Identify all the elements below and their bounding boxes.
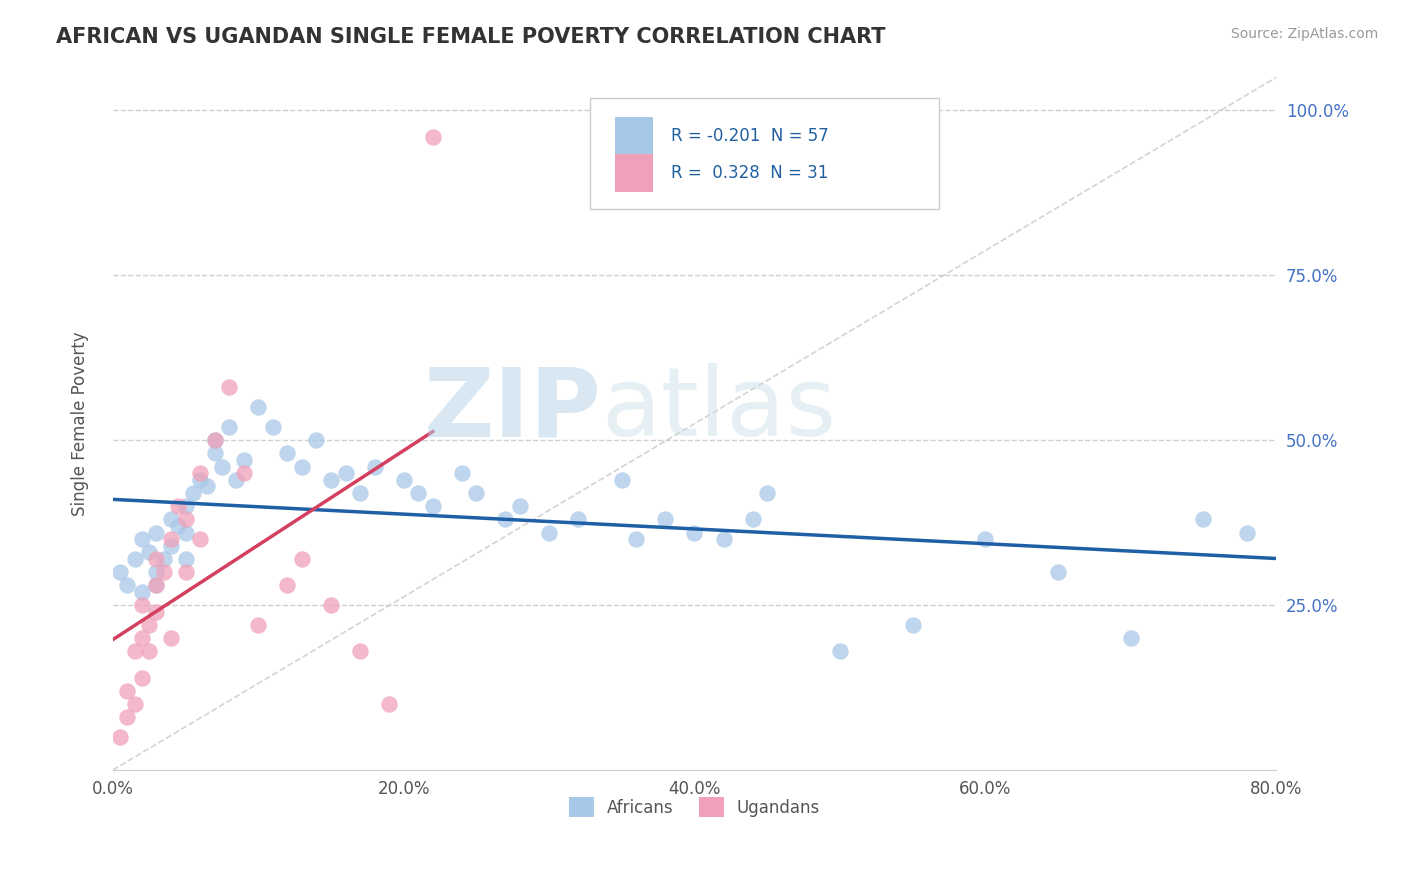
Point [117,578,139,592]
Point [378,697,401,711]
Point [756,486,779,500]
Point [188,532,211,546]
Point [108,730,131,744]
Text: Source: ZipAtlas.com: Source: ZipAtlas.com [1230,27,1378,41]
Point [828,644,851,658]
Point [117,683,139,698]
Point [713,532,735,546]
Point [450,466,472,480]
Point [392,473,415,487]
Point [138,618,160,632]
Point [152,552,174,566]
Point [138,545,160,559]
Point [160,532,183,546]
Text: R =  0.328  N = 31: R = 0.328 N = 31 [671,164,828,182]
Point [145,565,167,579]
Point [145,525,167,540]
Point [538,525,561,540]
Point [1192,512,1215,526]
Point [232,453,254,467]
Point [124,697,146,711]
Legend: Africans, Ugandans: Africans, Ugandans [562,790,827,824]
Point [152,565,174,579]
Point [160,512,183,526]
Point [225,473,247,487]
Point [138,644,160,658]
Point [174,565,197,579]
Point [167,499,190,513]
Point [204,434,226,448]
Point [363,459,385,474]
Point [901,618,924,632]
Point [218,380,240,394]
Point [319,598,342,612]
Point [1236,525,1258,540]
Point [335,466,357,480]
Text: ZIP: ZIP [423,363,602,457]
Point [654,512,676,526]
Point [131,532,153,546]
Point [262,420,284,434]
Point [1119,631,1142,645]
Bar [616,117,652,155]
Point [174,525,197,540]
Point [494,512,516,526]
Point [276,446,298,460]
Point [174,512,197,526]
Point [465,486,488,500]
Point [174,499,197,513]
Point [204,434,226,448]
Point [349,486,371,500]
Point [422,499,444,513]
Point [131,671,153,685]
Point [160,539,183,553]
Point [291,552,314,566]
Point [509,499,531,513]
Point [291,459,314,474]
Point [567,512,589,526]
Point [145,578,167,592]
Point [145,552,167,566]
Point [276,578,298,592]
Point [247,618,270,632]
Point [1046,565,1069,579]
Point [204,446,226,460]
Point [167,519,190,533]
Point [174,552,197,566]
Point [188,466,211,480]
Point [160,631,183,645]
Point [422,129,444,144]
Point [741,512,763,526]
Point [349,644,371,658]
Text: R = -0.201  N = 57: R = -0.201 N = 57 [671,127,830,145]
Y-axis label: Single Female Poverty: Single Female Poverty [72,332,89,516]
Point [108,565,131,579]
Point [305,434,328,448]
Text: AFRICAN VS UGANDAN SINGLE FEMALE POVERTY CORRELATION CHART: AFRICAN VS UGANDAN SINGLE FEMALE POVERTY… [56,27,886,46]
Point [145,578,167,592]
Point [974,532,997,546]
Point [218,420,240,434]
Point [117,710,139,724]
Point [131,585,153,599]
Point [131,631,153,645]
Point [610,473,633,487]
Point [124,644,146,658]
Point [683,525,706,540]
Point [247,401,270,415]
Point [211,459,233,474]
Point [131,598,153,612]
Bar [616,153,652,192]
Point [406,486,429,500]
Point [626,532,648,546]
Point [319,473,342,487]
Point [188,473,211,487]
FancyBboxPatch shape [589,98,939,209]
Point [232,466,254,480]
Point [181,486,204,500]
Point [124,552,146,566]
Point [145,605,167,619]
Point [195,479,218,493]
Text: atlas: atlas [602,363,837,457]
